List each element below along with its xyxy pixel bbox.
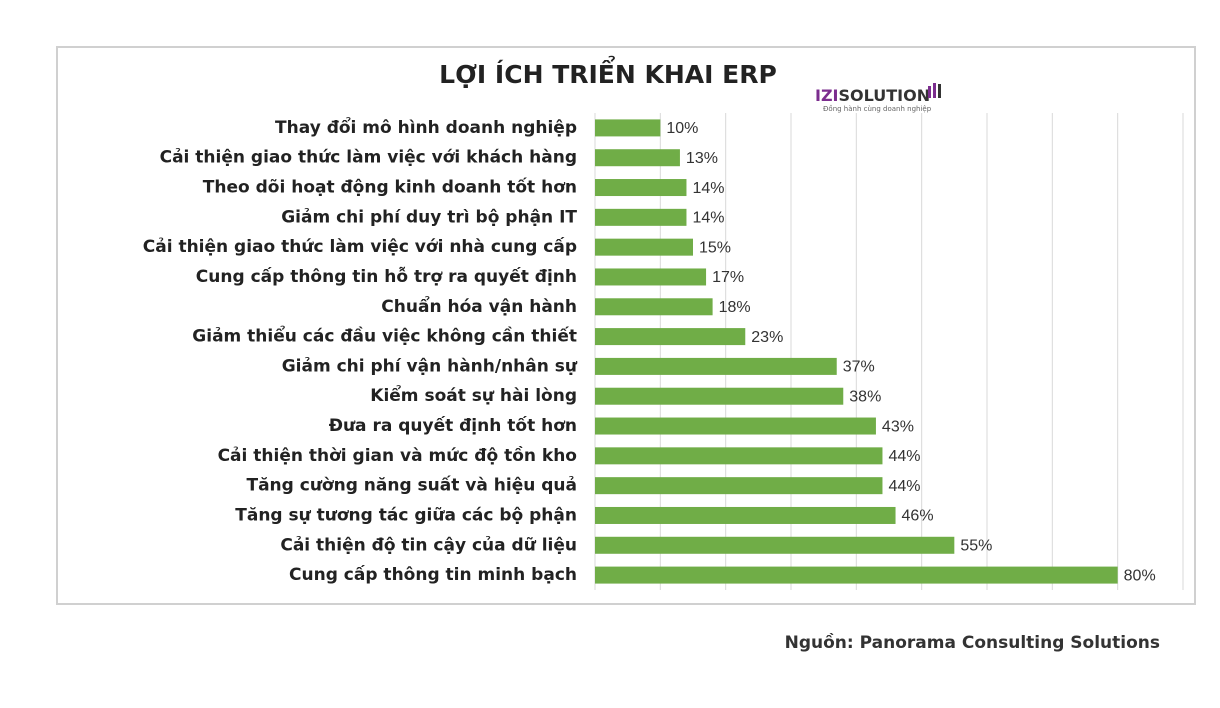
bar (595, 566, 1118, 584)
bar (595, 477, 883, 495)
y-tick-label: Thay đổi mô hình doanh nghiệp (275, 116, 577, 138)
bar (595, 268, 707, 286)
value-label: 14% (692, 180, 724, 197)
y-tick-label: Cải thiện độ tin cậy của dữ liệu (280, 535, 577, 555)
bar (595, 506, 896, 524)
value-label: 37% (843, 359, 875, 376)
y-tick-label: Cung cấp thông tin hỗ trợ ra quyết định (196, 265, 577, 287)
value-label: 13% (686, 150, 718, 167)
bar (595, 387, 844, 405)
bar (595, 447, 883, 465)
y-tick-label: Cung cấp thông tin minh bạch (289, 564, 577, 585)
bar (595, 357, 837, 375)
value-label: 46% (902, 508, 934, 525)
y-tick-label: Kiểm soát sự hài lòng (370, 384, 577, 406)
logo-icon (938, 84, 941, 98)
chart-title: LỢI ÍCH TRIỂN KHAI ERP (439, 55, 777, 89)
bar (595, 208, 687, 226)
value-label: 80% (1124, 567, 1156, 584)
bar (595, 119, 661, 137)
logo-part: IZI (815, 86, 839, 105)
bar (595, 328, 746, 346)
bar (595, 238, 693, 256)
logo: IZISOLUTION (815, 86, 930, 105)
source: Nguồn: Panorama Consulting Solutions (785, 632, 1160, 653)
logo-tagline: Đồng hành cùng doanh nghiệp (823, 105, 932, 113)
value-label: 17% (712, 269, 744, 286)
value-label: 44% (888, 478, 920, 495)
value-label: 38% (849, 388, 881, 405)
bar (595, 536, 955, 554)
value-label: 10% (666, 120, 698, 137)
bar (595, 298, 713, 316)
bar (595, 179, 687, 197)
y-tick-label: Cải thiện thời gian và mức độ tồn kho (218, 445, 577, 466)
y-tick-label: Theo dõi hoạt động kinh doanh tốt hơn (203, 177, 577, 198)
value-label: 14% (692, 210, 724, 227)
y-tick-label: Giảm thiểu các đầu việc không cần thiết (192, 325, 577, 347)
value-label: 44% (888, 448, 920, 465)
y-tick-label: Tăng sự tương tác giữa các bộ phận (235, 505, 577, 525)
value-label: 55% (960, 538, 992, 555)
logo-icon (933, 83, 936, 98)
value-label: 15% (699, 239, 731, 256)
y-tick-label: Đưa ra quyết định tốt hơn (329, 415, 577, 436)
bar (595, 417, 876, 435)
y-tick-label: Giảm chi phí duy trì bộ phận IT (281, 207, 577, 227)
value-label: 18% (719, 299, 751, 316)
y-tick-label: Giảm chi phí vận hành/nhân sự (282, 356, 578, 376)
value-label: 23% (751, 329, 783, 346)
y-tick-label: Chuẩn hóa vận hành (381, 295, 577, 317)
logo-icon (928, 86, 931, 98)
y-tick-label: Cải thiện giao thức làm việc với khách h… (160, 148, 577, 168)
y-tick-label: Tăng cường năng suất và hiệu quả (246, 475, 577, 496)
logo-part: SOLUTION (839, 86, 931, 105)
y-tick-label: Cải thiện giao thức làm việc với nhà cun… (143, 236, 577, 257)
bar (595, 149, 680, 167)
value-label: 43% (882, 418, 914, 435)
